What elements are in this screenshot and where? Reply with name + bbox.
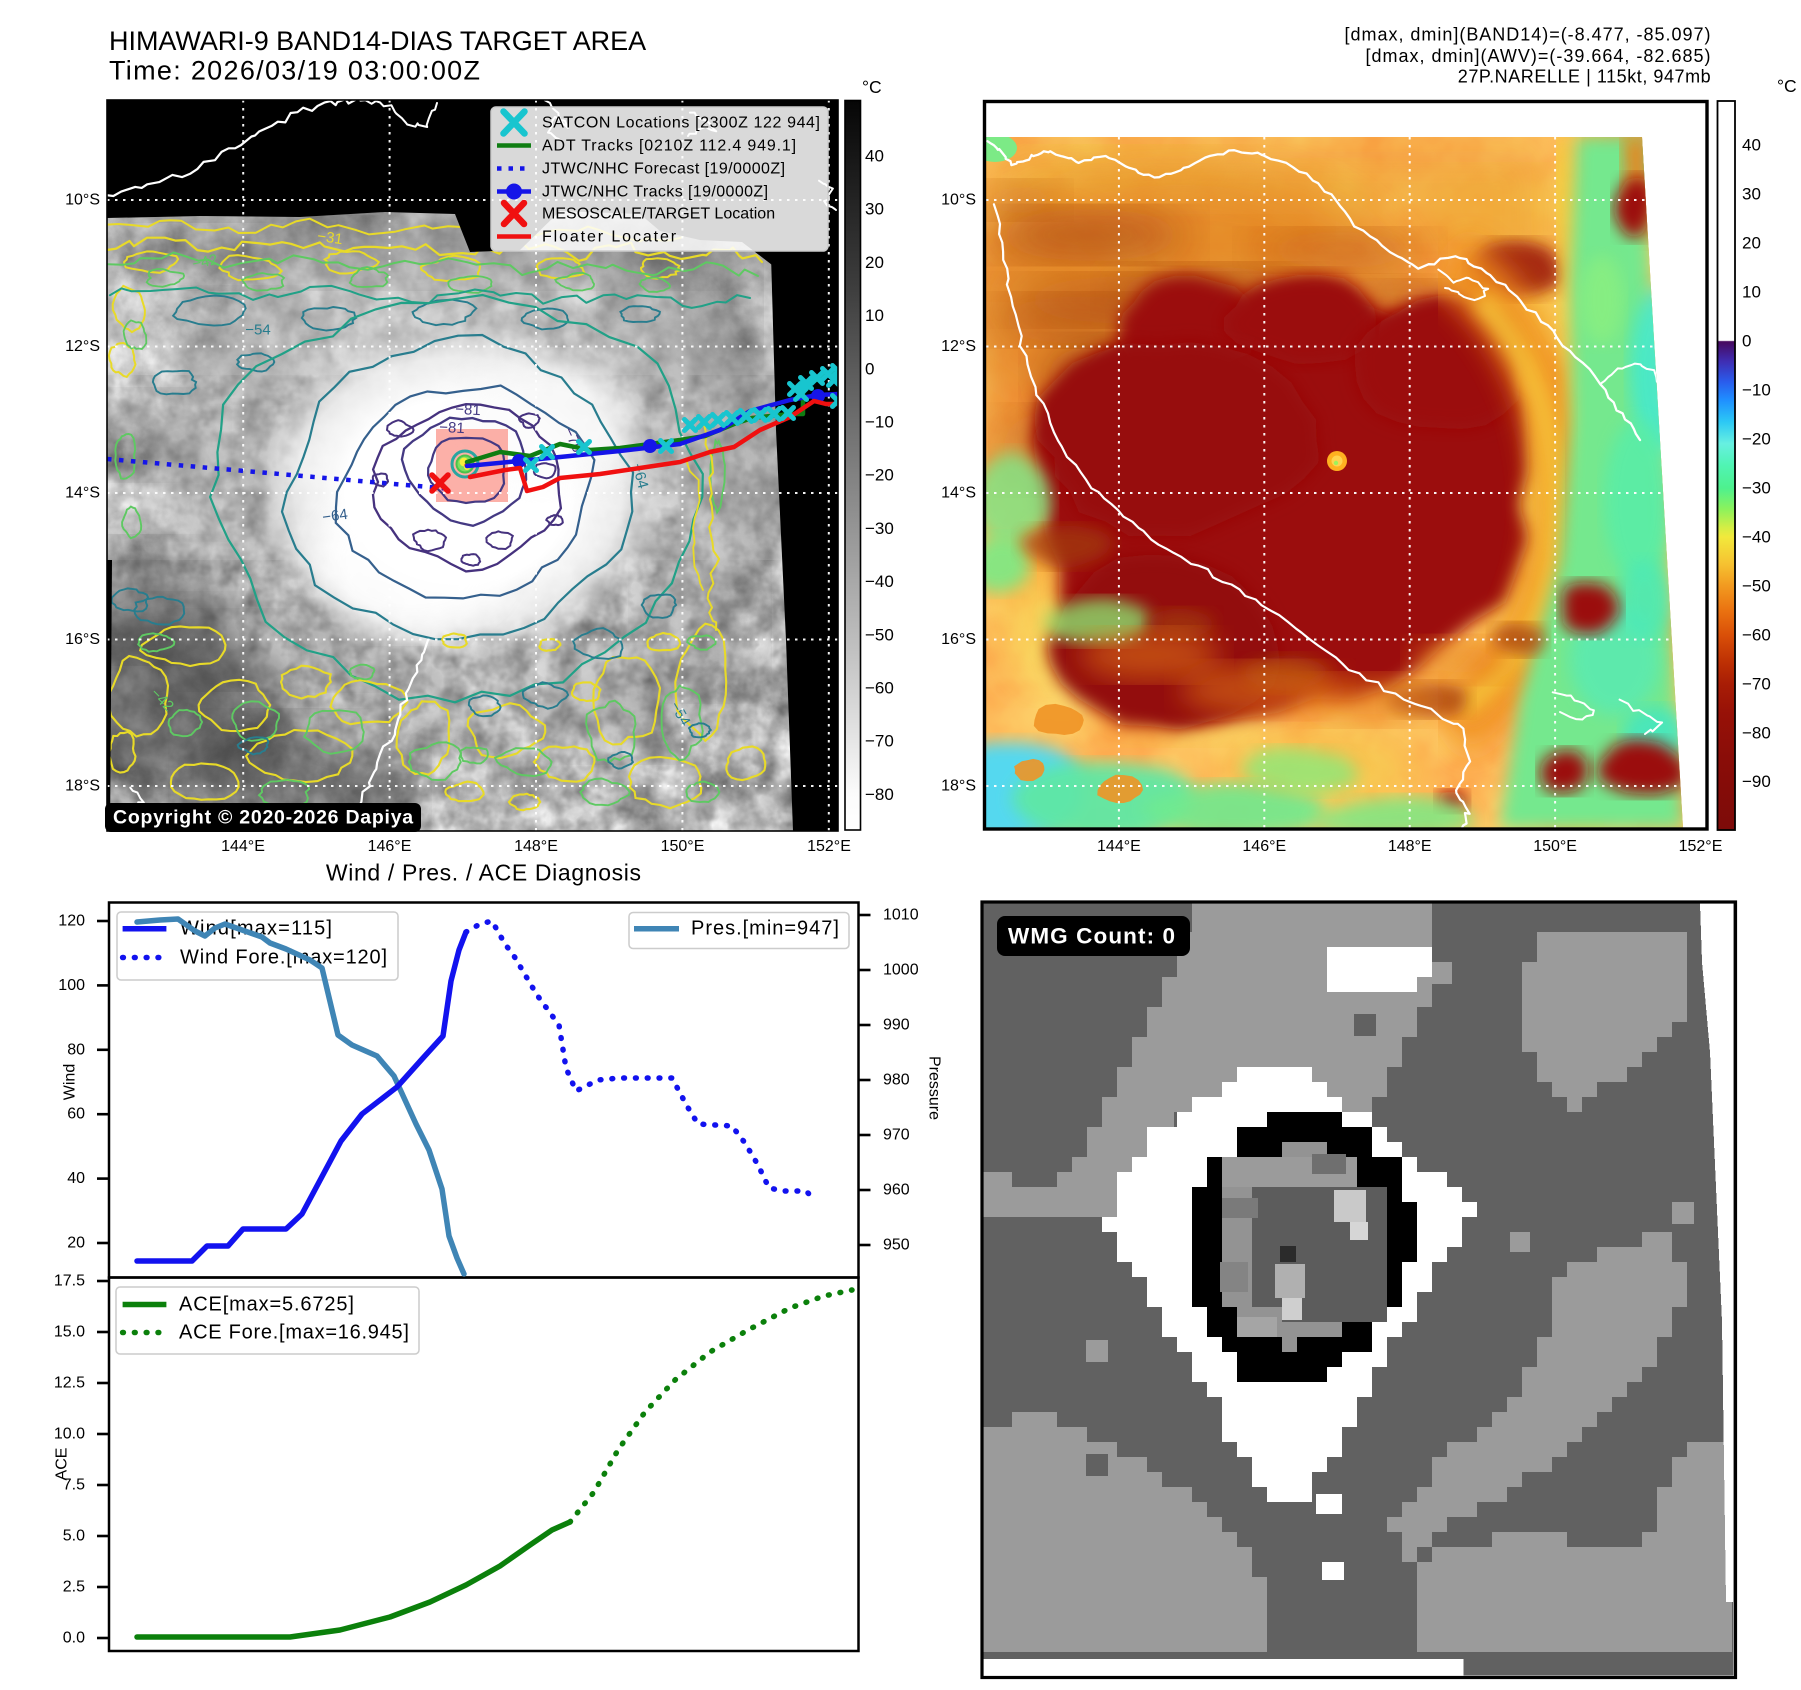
- svg-text:30: 30: [865, 200, 884, 219]
- svg-text:18°S: 18°S: [65, 778, 100, 795]
- svg-text:Pressure: Pressure: [926, 1056, 943, 1120]
- svg-text:−20: −20: [1742, 430, 1771, 449]
- svg-text:−50: −50: [1742, 577, 1771, 596]
- svg-text:120: 120: [58, 913, 85, 930]
- svg-text:980: 980: [883, 1072, 910, 1089]
- svg-text:18°S: 18°S: [941, 778, 976, 795]
- svg-text:60: 60: [67, 1106, 85, 1123]
- svg-text:−40: −40: [865, 572, 894, 591]
- svg-text:[dmax, dmin](AWV)=(-39.664, -8: [dmax, dmin](AWV)=(-39.664, -82.685): [1366, 46, 1712, 66]
- svg-text:148°E: 148°E: [1388, 838, 1432, 855]
- svg-text:−30: −30: [1742, 479, 1771, 498]
- svg-text:°C: °C: [862, 77, 882, 97]
- svg-text:144°E: 144°E: [1097, 838, 1141, 855]
- svg-text:10: 10: [865, 306, 884, 325]
- svg-text:1010: 1010: [883, 907, 919, 924]
- svg-text:40: 40: [865, 147, 884, 166]
- svg-text:ACE: ACE: [54, 1448, 71, 1481]
- svg-text:−81: −81: [455, 401, 481, 419]
- svg-text:Wind Fore.[max=120]: Wind Fore.[max=120]: [180, 947, 388, 969]
- svg-text:20: 20: [865, 253, 884, 272]
- svg-text:12.5: 12.5: [54, 1375, 85, 1392]
- svg-text:148°E: 148°E: [514, 838, 558, 855]
- svg-text:20: 20: [1742, 234, 1761, 253]
- svg-text:−54: −54: [245, 322, 270, 339]
- svg-text:1000: 1000: [883, 962, 919, 979]
- svg-text:[dmax, dmin](BAND14)=(-8.477,: [dmax, dmin](BAND14)=(-8.477, -85.097): [1345, 25, 1712, 45]
- svg-text:−20: −20: [865, 466, 894, 485]
- svg-text:SATCON Locations [2300Z 122 94: SATCON Locations [2300Z 122 944]: [542, 115, 821, 132]
- svg-text:10.0: 10.0: [54, 1426, 85, 1443]
- svg-text:14°S: 14°S: [941, 485, 976, 502]
- svg-text:−42: −42: [191, 251, 219, 273]
- svg-text:950: 950: [883, 1237, 910, 1254]
- svg-text:990: 990: [883, 1017, 910, 1034]
- svg-text:10°S: 10°S: [65, 192, 100, 209]
- svg-text:MESOSCALE/TARGET Location: MESOSCALE/TARGET Location: [542, 206, 775, 223]
- svg-text:5.0: 5.0: [63, 1528, 85, 1545]
- svg-text:16°S: 16°S: [65, 631, 100, 648]
- svg-text:−90: −90: [1742, 772, 1771, 791]
- svg-text:ACE[max=5.6725]: ACE[max=5.6725]: [179, 1294, 355, 1316]
- svg-text:Pres.[min=947]: Pres.[min=947]: [691, 918, 840, 940]
- svg-text:−70: −70: [1742, 675, 1771, 694]
- svg-text:−40: −40: [1742, 528, 1771, 547]
- svg-text:16°S: 16°S: [941, 631, 976, 648]
- svg-text:Copyright © 2020-2026 Dapiya: Copyright © 2020-2026 Dapiya: [113, 807, 414, 829]
- svg-text:JTWC/NHC Tracks [19/0000Z]: JTWC/NHC Tracks [19/0000Z]: [542, 184, 768, 201]
- svg-text:12°S: 12°S: [65, 338, 100, 355]
- svg-text:7.5: 7.5: [63, 1477, 85, 1494]
- svg-text:2.5: 2.5: [63, 1579, 85, 1596]
- svg-text:−80: −80: [1742, 724, 1771, 743]
- svg-text:WMG Count: 0: WMG Count: 0: [1008, 924, 1176, 949]
- svg-text:960: 960: [883, 1182, 910, 1199]
- svg-text:Wind[max=115]: Wind[max=115]: [180, 918, 333, 940]
- svg-text:0: 0: [1742, 332, 1751, 351]
- svg-text:15.0: 15.0: [54, 1324, 85, 1341]
- svg-text:−30: −30: [865, 519, 894, 538]
- svg-text:152°E: 152°E: [1679, 838, 1723, 855]
- svg-text:17.5: 17.5: [54, 1273, 85, 1290]
- svg-text:Time: 2026/03/19 03:00:00Z: Time: 2026/03/19 03:00:00Z: [109, 56, 481, 86]
- svg-text:−60: −60: [865, 679, 894, 698]
- svg-text:100: 100: [58, 977, 85, 994]
- svg-text:Wind: Wind: [62, 1064, 79, 1100]
- svg-text:−80: −80: [865, 785, 894, 804]
- svg-text:970: 970: [883, 1127, 910, 1144]
- svg-text:−50: −50: [865, 625, 894, 644]
- svg-text:40: 40: [1742, 136, 1761, 155]
- svg-text:12°S: 12°S: [941, 338, 976, 355]
- svg-text:150°E: 150°E: [1533, 838, 1577, 855]
- svg-text:ADT Tracks [0210Z 112.4 949.1]: ADT Tracks [0210Z 112.4 949.1]: [542, 138, 797, 155]
- svg-text:°C: °C: [1777, 76, 1797, 96]
- svg-text:Floater Locater: Floater Locater: [542, 229, 678, 246]
- svg-text:152°E: 152°E: [807, 838, 851, 855]
- svg-text:40: 40: [67, 1170, 85, 1187]
- svg-text:146°E: 146°E: [368, 838, 412, 855]
- svg-text:HIMAWARI-9 BAND14-DIAS TARGET: HIMAWARI-9 BAND14-DIAS TARGET AREA: [109, 26, 646, 56]
- svg-text:0: 0: [865, 359, 874, 378]
- svg-text:−81: −81: [439, 419, 465, 437]
- svg-text:144°E: 144°E: [221, 838, 265, 855]
- svg-text:80: 80: [67, 1041, 85, 1058]
- svg-text:−70: −70: [865, 732, 894, 751]
- svg-text:27P.NARELLE | 115kt, 947mb: 27P.NARELLE | 115kt, 947mb: [1458, 67, 1711, 87]
- svg-text:10: 10: [1742, 283, 1761, 302]
- svg-text:10°S: 10°S: [941, 192, 976, 209]
- svg-text:−10: −10: [865, 413, 894, 432]
- svg-text:150°E: 150°E: [661, 838, 705, 855]
- svg-text:JTWC/NHC Forecast [19/0000Z]: JTWC/NHC Forecast [19/0000Z]: [542, 161, 786, 178]
- svg-text:0.0: 0.0: [63, 1630, 85, 1647]
- svg-text:ACE Fore.[max=16.945]: ACE Fore.[max=16.945]: [179, 1322, 410, 1344]
- svg-text:−60: −60: [1742, 626, 1771, 645]
- svg-text:20: 20: [67, 1235, 85, 1252]
- svg-text:146°E: 146°E: [1242, 838, 1286, 855]
- svg-text:14°S: 14°S: [65, 485, 100, 502]
- svg-text:−64: −64: [321, 506, 349, 526]
- svg-text:Wind / Pres. / ACE Diagnosis: Wind / Pres. / ACE Diagnosis: [326, 860, 642, 886]
- svg-text:30: 30: [1742, 185, 1761, 204]
- svg-text:−31: −31: [316, 228, 344, 248]
- svg-text:−10: −10: [1742, 381, 1771, 400]
